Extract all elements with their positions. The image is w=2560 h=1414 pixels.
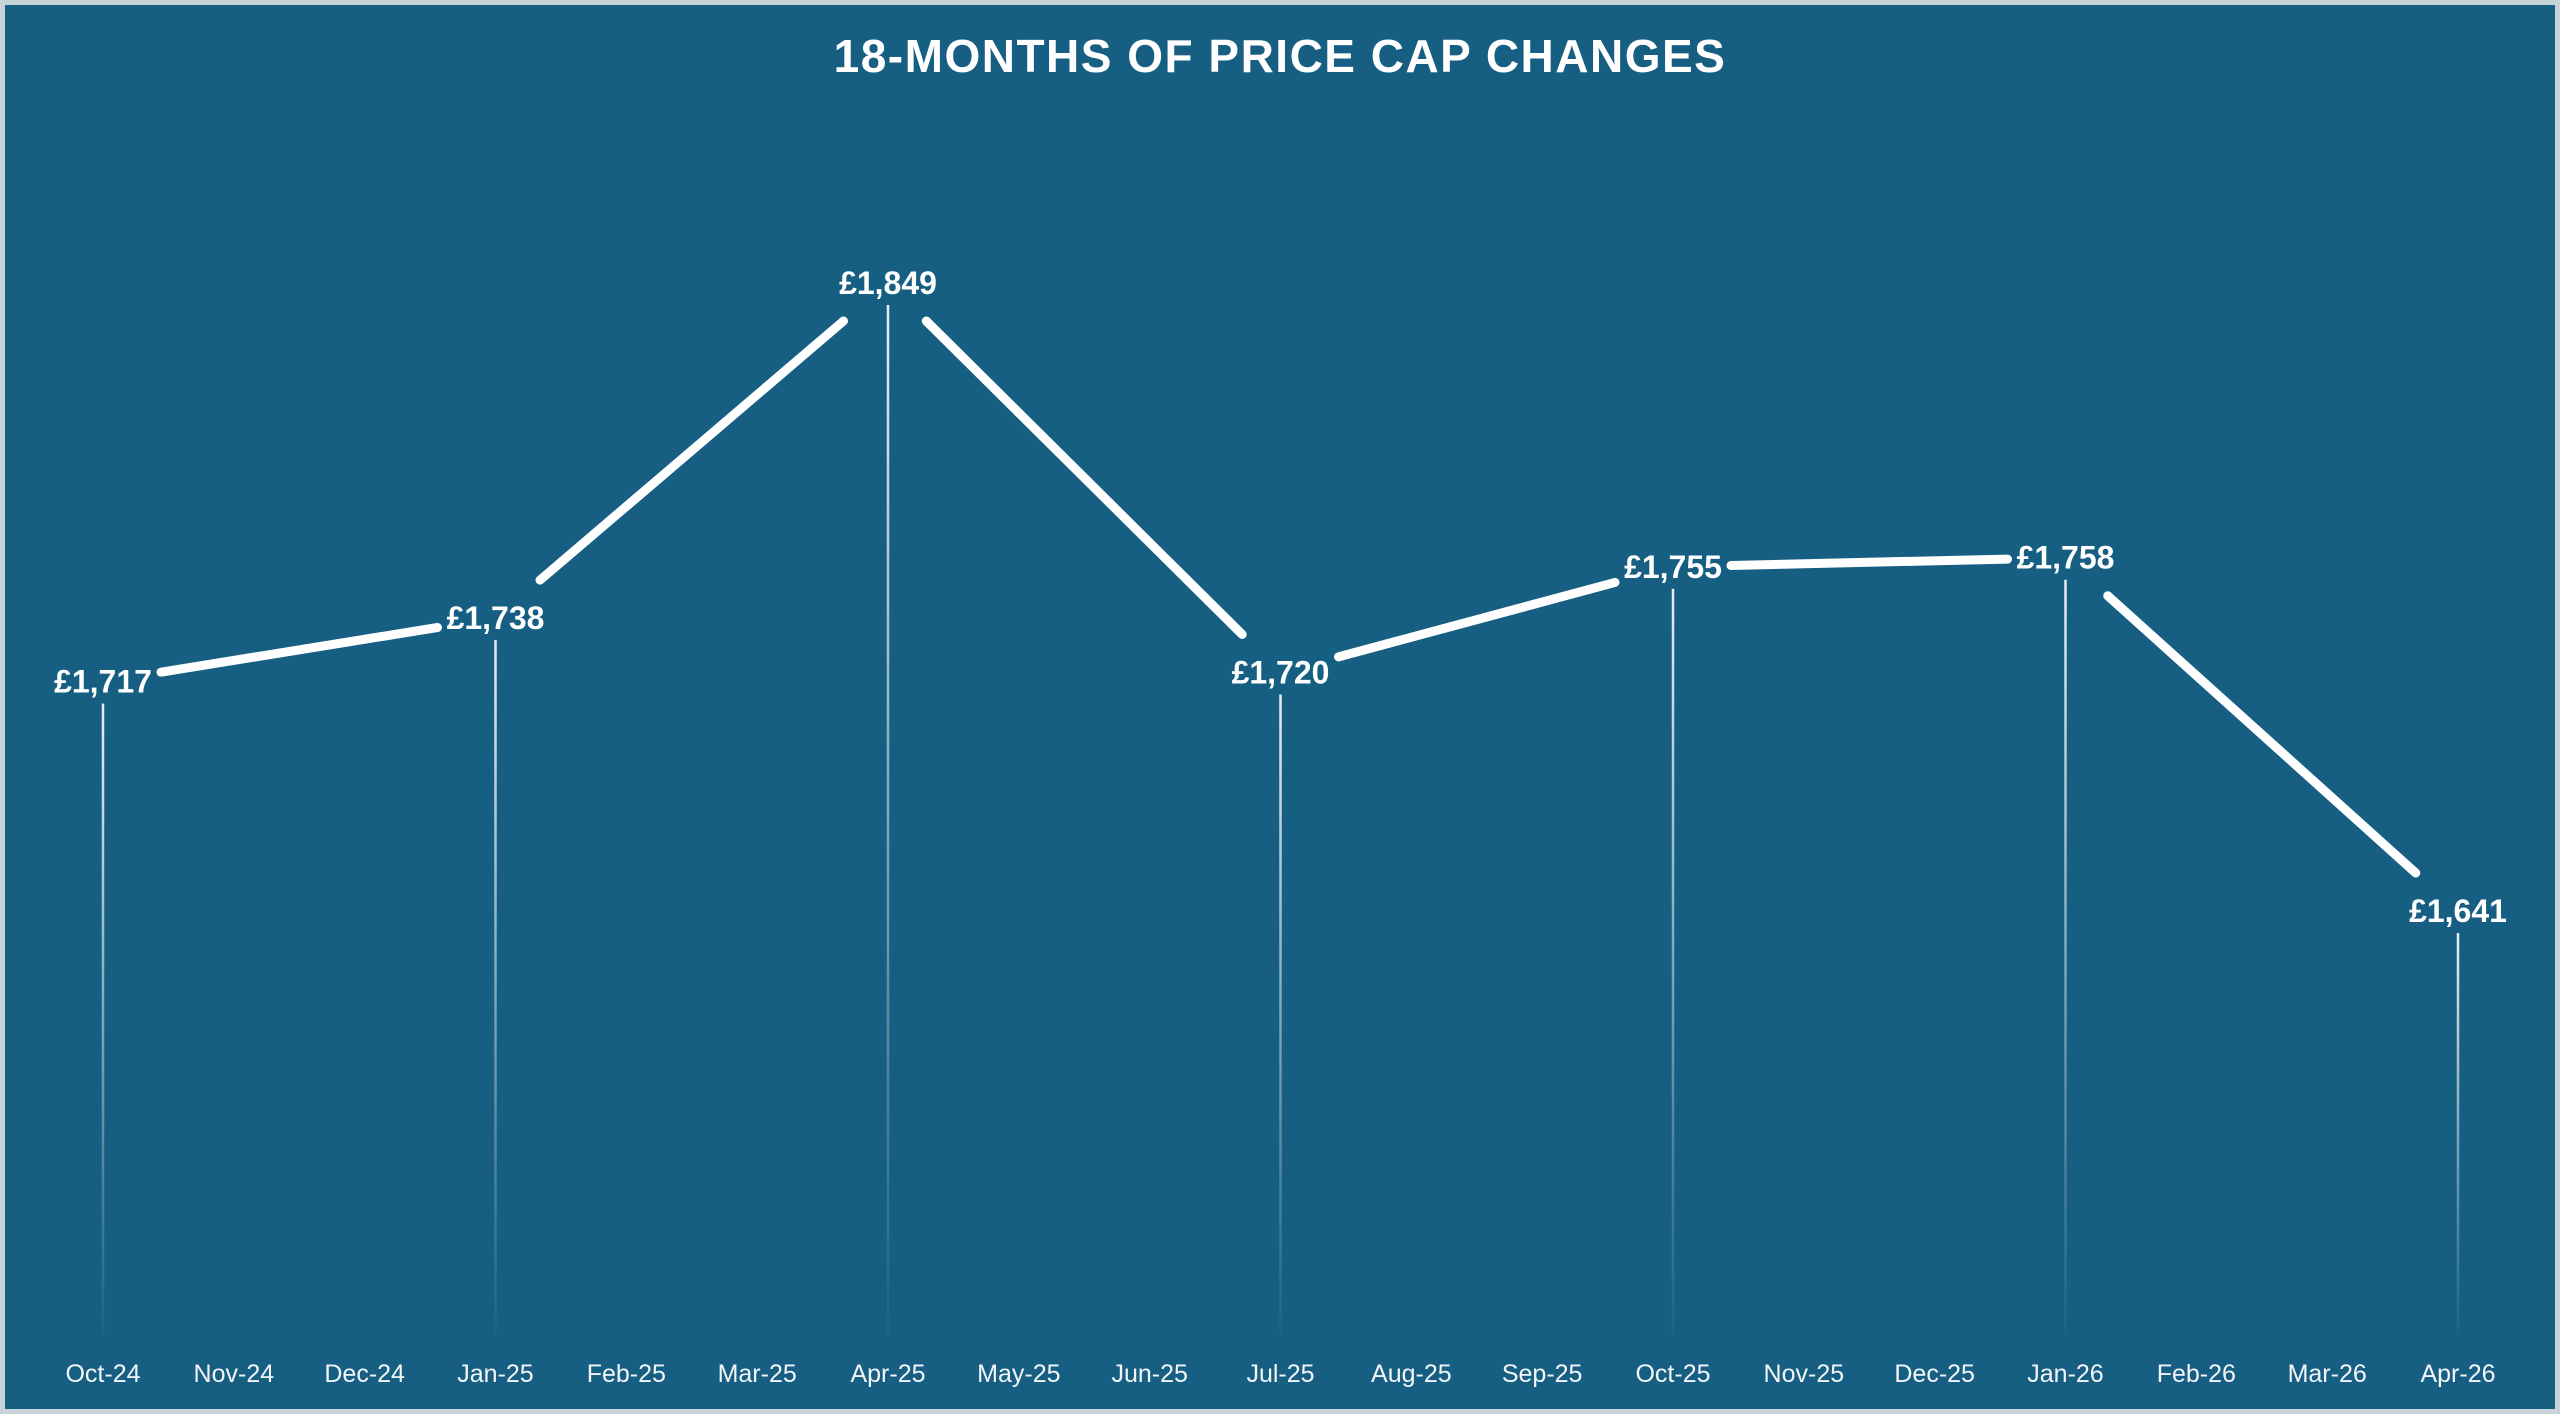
data-point-labels: £1,717 £1,738 £1,849 £1,720 £1,755 £1,758 £1,6… (54, 265, 2507, 929)
x-axis-tick-label: Jun-25 (1111, 1360, 1187, 1388)
drop-line (101, 703, 105, 1334)
drop-line (494, 640, 497, 1334)
drop-line (1279, 694, 1282, 1334)
data-point-label: £1,641 (2409, 893, 2507, 929)
line-segment (156, 623, 442, 677)
drop-lines (101, 305, 2460, 1334)
x-axis-tick-label: Dec-24 (324, 1360, 405, 1388)
drop-line (1671, 588, 1675, 1334)
x-axis-tick-label: Apr-26 (2420, 1360, 2495, 1388)
x-axis-tick-label: Apr-25 (850, 1360, 925, 1388)
x-axis-tick-label: Oct-25 (1635, 1360, 1710, 1388)
x-axis-tick-label: Feb-25 (587, 1360, 666, 1388)
x-axis-tick-label: Oct-24 (65, 1360, 140, 1388)
drop-line (886, 305, 890, 1334)
data-point-label: £1,755 (1624, 549, 1722, 585)
data-point-label: £1,720 (1232, 654, 1330, 690)
x-axis-labels: Oct-24 Nov-24 Dec-24 Jan-25 Feb-25 Mar-25 Apr-… (65, 1360, 2495, 1388)
x-axis-tick-label: Jul-25 (1246, 1360, 1314, 1388)
chart-title: 18-MONTHS OF PRICE CAP CHANGES (834, 30, 1727, 82)
x-axis-tick-label: Jan-26 (2027, 1360, 2103, 1388)
x-axis-tick-label: Nov-25 (1764, 1360, 1845, 1388)
line-segment (1726, 554, 2012, 570)
drop-line (2064, 579, 2067, 1334)
data-point-label: £1,758 (2017, 540, 2115, 576)
line-segment (535, 316, 848, 585)
line-segment (2103, 591, 2421, 878)
data-point-label: £1,738 (447, 600, 545, 636)
drop-line (2456, 932, 2460, 1334)
x-axis-tick-label: Feb-26 (2157, 1360, 2236, 1388)
line-series (156, 316, 2421, 878)
x-axis-tick-label: Mar-25 (718, 1360, 797, 1388)
x-axis-tick-label: Dec-25 (1894, 1360, 1975, 1388)
x-axis-tick-label: Jan-25 (457, 1360, 533, 1388)
line-segment (921, 316, 1247, 639)
x-axis-tick-label: Mar-26 (2288, 1360, 2367, 1388)
x-axis-tick-label: Aug-25 (1371, 1360, 1452, 1388)
x-axis-tick-label: Sep-25 (1502, 1360, 1583, 1388)
x-axis-tick-label: May-25 (977, 1360, 1060, 1388)
data-point-label: £1,717 (54, 664, 152, 700)
x-axis-tick-label: Nov-24 (194, 1360, 275, 1388)
data-point-label: £1,849 (839, 265, 937, 301)
line-segment (1334, 577, 1620, 662)
